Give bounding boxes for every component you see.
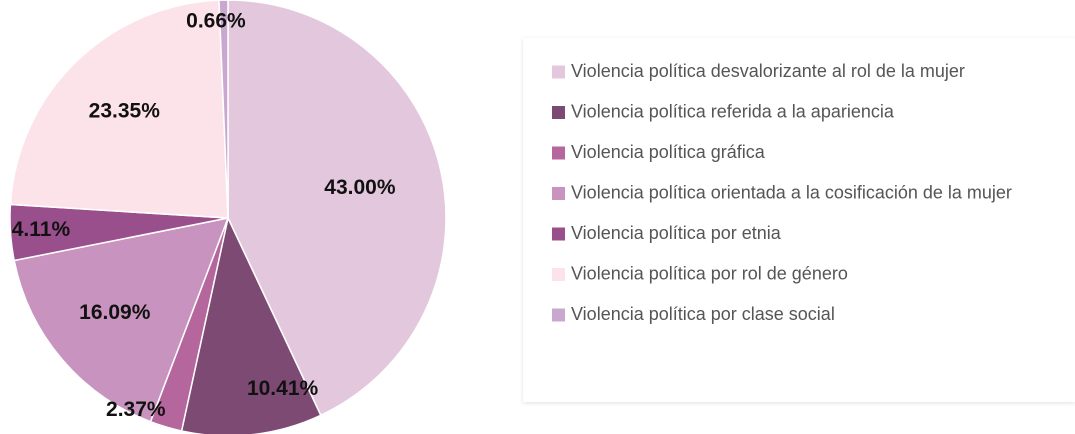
legend-item: Violencia política orientada a la cosifi…: [552, 182, 1012, 202]
legend-label: Violencia política referida a la aparien…: [571, 101, 895, 121]
legend-swatch: [552, 146, 565, 160]
legend-panel: [523, 38, 1075, 402]
legend-item: Violencia política por etnia: [552, 223, 782, 243]
slice-value-label: 2.37%: [106, 398, 166, 421]
legend-label: Violencia política por rol de género: [571, 263, 848, 283]
legend-item: Violencia política gráfica: [552, 142, 766, 162]
legend-swatch: [552, 65, 565, 79]
legend-swatch: [552, 308, 565, 322]
legend-item: Violencia política desvalorizante al rol…: [552, 61, 965, 81]
pie-slice: [218, 0, 229, 219]
legend-label: Violencia política orientada a la cosifi…: [571, 182, 1012, 202]
pie-slice: [13, 217, 230, 423]
legend-swatch: [552, 187, 565, 200]
legend-label: Violencia política gráfica: [571, 142, 766, 162]
slice-value-label: 0.66%: [186, 9, 246, 32]
slice-value-label: 23.35%: [89, 100, 161, 123]
pie-slice-labels: 43.00% 10.41% 2.37% 16.09% 4.11% 23.35% 0.66%: [12, 9, 396, 420]
slice-value-label: 10.41%: [247, 377, 319, 400]
legend-label: Violencia política por etnia: [571, 223, 782, 243]
legend-item: Violencia política por rol de género: [552, 263, 848, 283]
legend-item: Violencia política por clase social: [552, 304, 835, 324]
pie-slices: [9, 0, 447, 434]
slice-value-label: 16.09%: [79, 301, 151, 324]
slice-value-label: 4.11%: [12, 218, 71, 241]
legend-item: Violencia política referida a la aparien…: [552, 101, 895, 121]
legend-label: Violencia política desvalorizante al rol…: [571, 61, 965, 81]
legend-swatch: [552, 227, 565, 241]
legend-label: Violencia política por clase social: [571, 304, 835, 324]
legend-swatch: [552, 268, 565, 281]
slice-value-label: 43.00%: [324, 176, 396, 199]
pie-slice: [227, 0, 447, 417]
legend: Violencia política desvalorizante al rol…: [523, 38, 1075, 402]
pie-slice: [9, 0, 229, 219]
legend-swatch: [552, 106, 565, 119]
